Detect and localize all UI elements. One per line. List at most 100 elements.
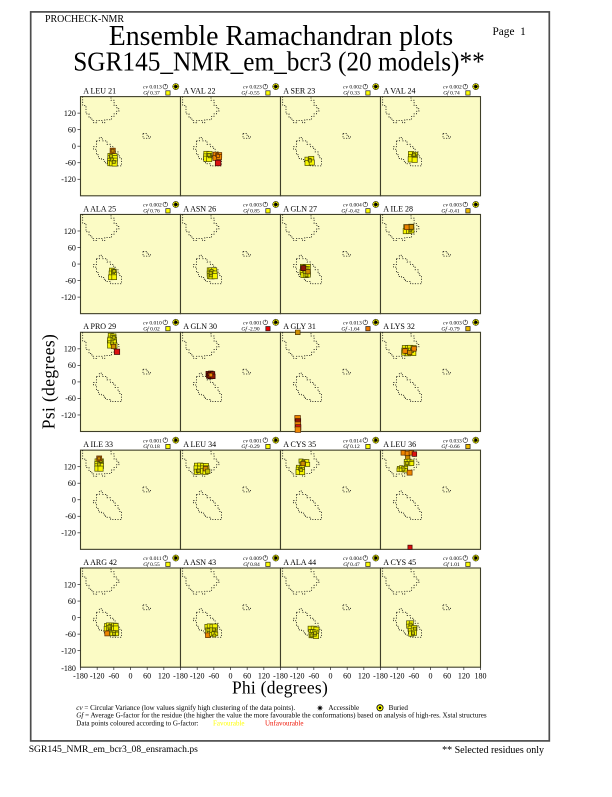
svg-text:cv 0.003: cv 0.003: [443, 203, 462, 209]
svg-text:0: 0: [229, 672, 233, 681]
svg-text:A LEU 21: A LEU 21: [83, 87, 116, 96]
svg-text:60: 60: [68, 125, 76, 134]
svg-text:A VAL 22: A VAL 22: [183, 87, 215, 96]
svg-text:Gf -0.29: Gf -0.29: [241, 443, 260, 450]
svg-text:cv = Circular Variance (low va: cv = Circular Variance (low values signi…: [76, 704, 295, 712]
svg-text:Gf 0.84: Gf 0.84: [243, 561, 260, 568]
svg-text:0: 0: [72, 613, 76, 622]
svg-text:Phi (degrees): Phi (degrees): [232, 677, 328, 697]
svg-text:-120: -120: [61, 646, 76, 655]
svg-text:A LYS 32: A LYS 32: [383, 322, 415, 331]
svg-text:cv 0.002: cv 0.002: [343, 85, 362, 91]
svg-text:60: 60: [68, 479, 76, 488]
svg-text:A GLN 30: A GLN 30: [183, 322, 217, 331]
svg-text:-120: -120: [290, 672, 305, 681]
svg-text:cv 0.023: cv 0.023: [243, 85, 262, 91]
svg-text:A ARG 42: A ARG 42: [83, 558, 117, 567]
svg-text:-60: -60: [308, 672, 319, 681]
svg-text:Buried: Buried: [389, 704, 409, 712]
svg-text:Gf 0.55: Gf 0.55: [143, 561, 160, 568]
svg-text:-60: -60: [65, 159, 76, 168]
svg-text:60: 60: [443, 672, 451, 681]
svg-text:A ALA 44: A ALA 44: [283, 558, 316, 567]
svg-text:Gf 0.18: Gf 0.18: [143, 443, 160, 450]
svg-text:A CYS 45: A CYS 45: [383, 558, 416, 567]
svg-text:120: 120: [64, 109, 76, 118]
svg-text:-120: -120: [390, 672, 405, 681]
svg-text:A ASN 26: A ASN 26: [183, 204, 216, 213]
svg-text:Gf -0.55: Gf -0.55: [241, 90, 260, 97]
svg-text:120: 120: [64, 580, 76, 589]
svg-text:Gf 1.01: Gf 1.01: [443, 561, 460, 568]
svg-text:-60: -60: [208, 672, 219, 681]
svg-text:A ILE 33: A ILE 33: [83, 440, 113, 449]
svg-text:-60: -60: [108, 672, 119, 681]
svg-text:cv 0.004: cv 0.004: [343, 556, 362, 562]
svg-text:0: 0: [429, 672, 433, 681]
svg-text:-180: -180: [61, 664, 76, 673]
svg-text:60: 60: [68, 361, 76, 370]
svg-text:cv 0.003: cv 0.003: [443, 320, 462, 326]
svg-text:60: 60: [143, 672, 151, 681]
svg-text:120: 120: [64, 345, 76, 354]
svg-text:A VAL 24: A VAL 24: [383, 87, 415, 96]
svg-text:0: 0: [72, 260, 76, 269]
svg-text:Gf -1.64: Gf -1.64: [341, 325, 360, 332]
svg-text:cv 0.005: cv 0.005: [443, 556, 462, 562]
svg-text:-180: -180: [373, 672, 388, 681]
svg-text:Page 1: Page 1: [493, 26, 526, 38]
svg-text:Gf 0.74: Gf 0.74: [443, 90, 460, 97]
svg-text:Gf = Average G-factor for the: Gf = Average G-factor for the residue (t…: [76, 712, 487, 720]
svg-text:120: 120: [158, 672, 170, 681]
svg-text:cv 0.002: cv 0.002: [443, 85, 462, 91]
svg-text:Data points coloured according: Data points coloured according to G-fact…: [76, 719, 198, 727]
svg-text:A LEU 36: A LEU 36: [383, 440, 416, 449]
svg-text:A ASN 43: A ASN 43: [183, 558, 216, 567]
svg-text:Gf 0.12: Gf 0.12: [343, 443, 360, 450]
svg-text:A SER 23: A SER 23: [283, 87, 315, 96]
svg-text:cv 0.002: cv 0.002: [143, 203, 162, 209]
svg-text:120: 120: [258, 672, 270, 681]
svg-text:-180: -180: [273, 672, 288, 681]
svg-text:Unfavourable: Unfavourable: [265, 719, 303, 727]
svg-text:0: 0: [329, 672, 333, 681]
svg-text:cv 0.013: cv 0.013: [143, 85, 162, 91]
svg-text:-120: -120: [61, 293, 76, 302]
svg-text:60: 60: [343, 672, 351, 681]
svg-text:60: 60: [68, 243, 76, 252]
svg-text:A PRO 29: A PRO 29: [83, 322, 116, 331]
svg-text:** Selected residues only: ** Selected residues only: [442, 745, 544, 756]
svg-text:Gf 0.76: Gf 0.76: [143, 207, 160, 214]
svg-text:cv 0.009: cv 0.009: [243, 556, 262, 562]
svg-text:-120: -120: [61, 411, 76, 420]
svg-text:cv 0.013: cv 0.013: [343, 320, 362, 326]
svg-text:120: 120: [64, 227, 76, 236]
svg-text:Gf 0.02: Gf 0.02: [143, 325, 160, 332]
svg-text:Gf -2.90: Gf -2.90: [241, 325, 260, 332]
svg-text:0: 0: [72, 142, 76, 151]
svg-text:60: 60: [243, 672, 251, 681]
svg-text:120: 120: [358, 672, 370, 681]
svg-text:120: 120: [458, 672, 470, 681]
svg-text:-60: -60: [65, 512, 76, 521]
svg-text:Gf -0.41: Gf -0.41: [441, 207, 460, 214]
svg-text:0: 0: [72, 378, 76, 387]
svg-text:Ensemble Ramachandran plots: Ensemble Ramachandran plots: [109, 21, 454, 52]
svg-text:Gf 0.33: Gf 0.33: [343, 90, 360, 97]
svg-text:60: 60: [68, 597, 76, 606]
svg-text:-60: -60: [65, 394, 76, 403]
svg-text:0: 0: [129, 672, 133, 681]
svg-text:-180: -180: [73, 672, 88, 681]
svg-text:SGR145_NMR_em_bcr3 (20 models): SGR145_NMR_em_bcr3 (20 models)**: [73, 46, 485, 76]
svg-text:A LEU 34: A LEU 34: [183, 440, 216, 449]
svg-text:A ALA 25: A ALA 25: [83, 204, 116, 213]
svg-text:Favourable: Favourable: [213, 719, 245, 727]
svg-text:-60: -60: [65, 276, 76, 285]
svg-text:-120: -120: [190, 672, 205, 681]
svg-text:cv 0.014: cv 0.014: [343, 438, 362, 444]
svg-text:Psi (degrees): Psi (degrees): [39, 334, 59, 429]
svg-text:180: 180: [475, 672, 487, 681]
svg-text:0: 0: [72, 496, 76, 505]
svg-text:Gf -0.66: Gf -0.66: [441, 443, 460, 450]
svg-text:cv 0.003: cv 0.003: [243, 203, 262, 209]
